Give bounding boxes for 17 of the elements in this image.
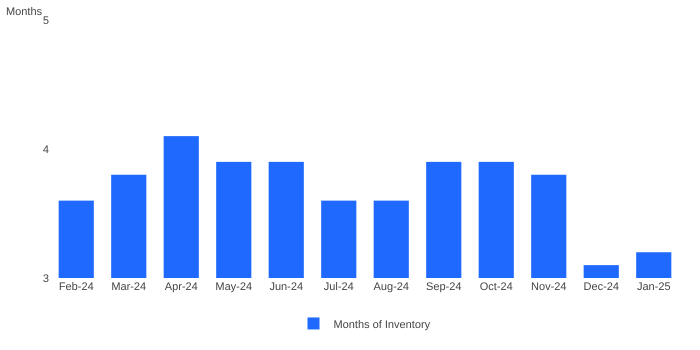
y-tick-label: 5 xyxy=(42,14,49,27)
x-tick-label: Feb-24 xyxy=(58,281,94,293)
y-axis-title: Months xyxy=(6,6,43,18)
x-tick-label: Apr-24 xyxy=(164,281,198,293)
x-tick-label: Jun-24 xyxy=(269,281,304,293)
y-tick-label: 3 xyxy=(42,272,49,285)
x-tick-label: Jan-25 xyxy=(636,281,671,293)
x-tick-label: Aug-24 xyxy=(374,281,409,293)
x-tick-label: Oct-24 xyxy=(480,281,513,293)
x-tick-label: May-24 xyxy=(215,281,252,293)
x-tick-label: Dec-24 xyxy=(584,281,619,293)
x-tick-label: Mar-24 xyxy=(111,281,146,293)
legend-label: Months of Inventory xyxy=(334,318,431,331)
x-tick-label: Jul-24 xyxy=(324,281,354,293)
x-tick-label: Sep-24 xyxy=(426,281,462,293)
x-tick-label: Nov-24 xyxy=(531,281,566,293)
y-tick-label: 4 xyxy=(42,144,49,156)
